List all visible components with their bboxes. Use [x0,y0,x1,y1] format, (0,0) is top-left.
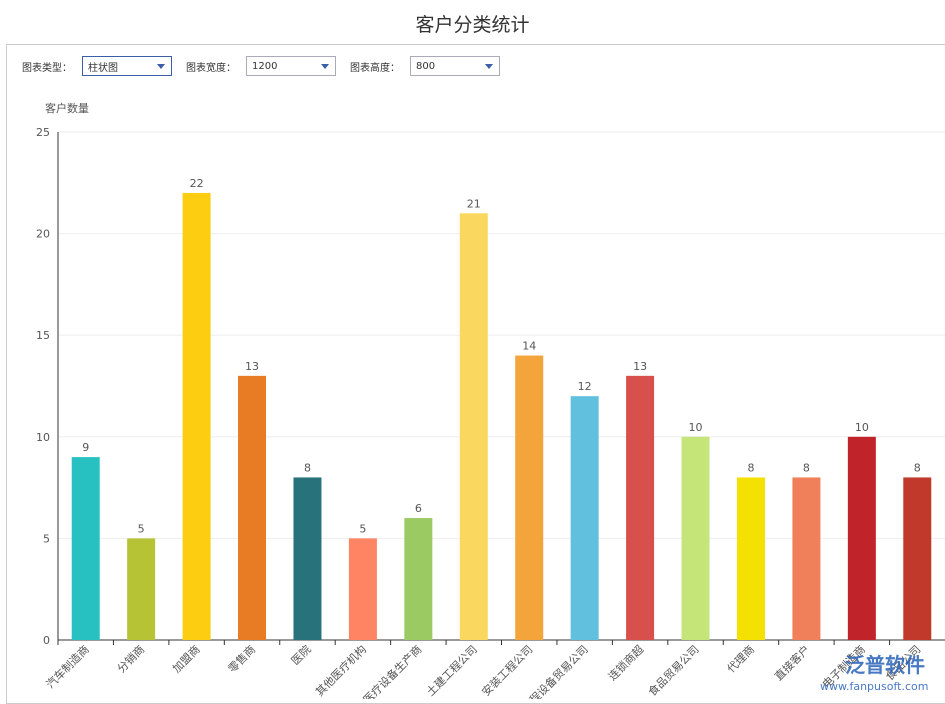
data-label: 6 [415,502,422,515]
x-tick-label: 分销商 [114,642,147,675]
x-tick-label: 代理商 [724,642,757,675]
select[interactable]: 1200 [246,56,336,76]
bar [570,396,599,640]
watermark-brand: 泛普软件 [845,653,925,677]
data-label: 13 [245,360,259,373]
control-label: 图表高度： [350,62,400,74]
control: 图表宽度： 1200 [186,56,336,76]
x-tick-label: 医院 [288,642,313,667]
x-tick-label: 直接客户 [772,642,813,683]
data-label: 8 [803,461,810,474]
control-label: 图表类型： [22,62,72,74]
data-label: 13 [633,360,647,373]
y-tick-label: 20 [36,228,50,241]
bar [515,355,544,640]
data-label: 10 [855,421,869,434]
bar [792,477,821,640]
data-label: 8 [747,461,754,474]
x-tick-label: 安装工程公司 [479,642,536,699]
bar [182,192,211,640]
x-tick-label: 其他医疗机构 [312,642,369,699]
x-tick-label: 食品贸易公司 [645,642,702,699]
x-tick-label: 医疗设备生产商 [360,642,424,699]
control-label: 图表宽度： [186,62,236,74]
data-label: 14 [522,340,536,353]
x-tick-label: 土建工程公司 [423,642,480,699]
x-tick-label: 连锁商超 [605,642,646,683]
data-label: 5 [138,522,145,535]
data-label: 22 [190,177,204,190]
bar [238,375,267,640]
x-tick-label: 汽车制造商 [43,642,92,691]
y-tick-label: 0 [43,634,50,647]
bar [127,538,156,640]
y-tick-label: 5 [43,532,50,545]
y-axis-label: 客户数量 [45,101,89,115]
data-label: 8 [304,461,311,474]
bar [736,477,765,640]
data-label: 9 [82,441,89,454]
x-tick-label: 零售商 [225,642,258,675]
bar [71,457,100,640]
bar [404,518,433,640]
control: 图表高度： 800 [350,56,500,76]
data-label: 21 [467,197,481,210]
bar [847,436,876,640]
y-tick-label: 15 [36,329,50,342]
bar [626,375,655,640]
bar [903,477,932,640]
y-tick-label: 25 [36,126,50,139]
select[interactable]: 800 [410,56,500,76]
watermark-url: www.fanpusoft.com [820,680,928,693]
y-tick-label: 10 [36,431,50,444]
bar [348,538,377,640]
select[interactable]: 柱状图 [82,56,172,76]
data-label: 10 [689,421,703,434]
bar [681,436,710,640]
page-title: 客户分类统计 [415,14,530,36]
data-label: 5 [359,522,366,535]
bar [293,477,322,640]
data-label: 8 [914,461,921,474]
control: 图表类型： 柱状图 [22,56,172,76]
bar [459,213,488,640]
x-tick-label: 加盟商 [169,642,202,675]
data-label: 12 [578,380,592,393]
